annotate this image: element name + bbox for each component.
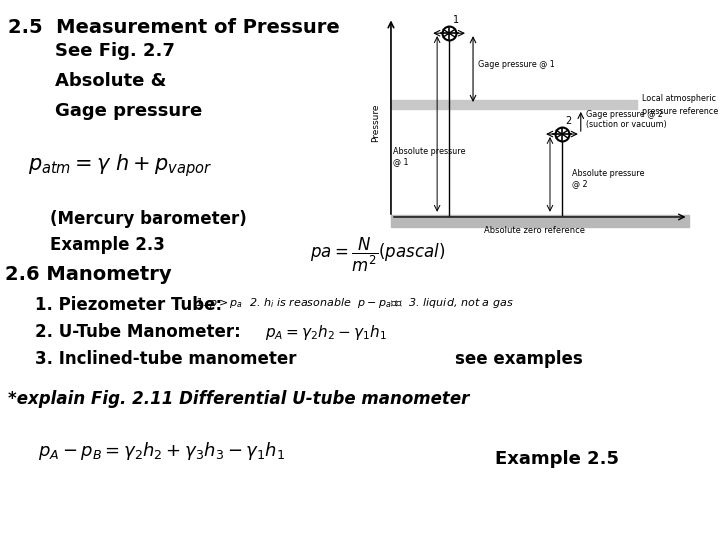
Text: Local atmospheric: Local atmospheric	[642, 94, 716, 103]
Text: (Mercury barometer): (Mercury barometer)	[50, 210, 247, 228]
Text: Absolute zero reference: Absolute zero reference	[484, 226, 585, 235]
Text: See Fig. 2.7: See Fig. 2.7	[55, 42, 175, 60]
Text: Absolute pressure
@ 2: Absolute pressure @ 2	[572, 169, 644, 188]
Text: 1. $p > p_a$  2. $h_i$ is reasonable  $p - p_a$不大  3. liquid, not a gas: 1. $p > p_a$ 2. $h_i$ is reasonable $p -…	[195, 296, 514, 310]
Text: *explain Fig. 2.11 Differential U-tube manometer: *explain Fig. 2.11 Differential U-tube m…	[8, 390, 469, 408]
Text: 2.5  Measurement of Pressure: 2.5 Measurement of Pressure	[8, 18, 340, 37]
Text: Example 2.5: Example 2.5	[495, 450, 619, 468]
Text: 1. Piezometer Tube:: 1. Piezometer Tube:	[35, 296, 222, 314]
Text: Gage pressure: Gage pressure	[55, 102, 202, 120]
Text: 2. U-Tube Manometer:: 2. U-Tube Manometer:	[35, 323, 240, 341]
Bar	[391, 215, 688, 227]
Text: Example 2.3: Example 2.3	[50, 236, 165, 254]
Text: $p_{atm} =\gamma\ h + p_{vapor}$: $p_{atm} =\gamma\ h + p_{vapor}$	[28, 152, 212, 179]
Text: 1: 1	[453, 15, 459, 25]
Text: Absolute pressure
@ 1: Absolute pressure @ 1	[392, 147, 465, 166]
Text: $p_A - p_B =\gamma_2 h_2 +\gamma_3 h_3 -\gamma_1 h_1$: $p_A - p_B =\gamma_2 h_2 +\gamma_3 h_3 -…	[38, 440, 285, 462]
Text: Absolute &: Absolute &	[55, 72, 166, 90]
Text: Gage pressure @ 2
(suction or vacuum): Gage pressure @ 2 (suction or vacuum)	[586, 110, 667, 129]
Text: $pa = \dfrac{N}{m^2}( pascal )$: $pa = \dfrac{N}{m^2}( pascal )$	[310, 236, 445, 274]
Text: 2: 2	[565, 116, 572, 126]
Text: Pressure: Pressure	[371, 104, 380, 142]
Text: $p_A =\gamma_2 h_2 -\gamma_1 h_1$: $p_A =\gamma_2 h_2 -\gamma_1 h_1$	[265, 323, 387, 342]
Text: Gage pressure @ 1: Gage pressure @ 1	[478, 60, 555, 69]
Text: 3. Inclined-tube manometer: 3. Inclined-tube manometer	[35, 350, 297, 368]
Text: pressure reference: pressure reference	[642, 107, 719, 116]
Text: 2.6 Manometry: 2.6 Manometry	[5, 265, 171, 284]
Text: see examples: see examples	[455, 350, 582, 368]
Bar	[391, 100, 637, 109]
